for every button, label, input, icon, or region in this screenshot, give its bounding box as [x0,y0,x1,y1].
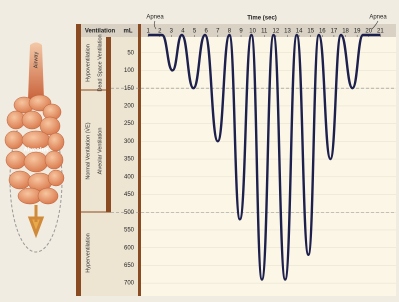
band-label: Hypoventilation [85,44,91,82]
chart-title: Time (sec) [247,16,277,22]
y-axis-label: mL [124,29,133,35]
band-label: Alveolar Ventilation [97,128,103,175]
y-tick-label: 200 [124,103,135,109]
x-tick-label: 20 [365,29,372,35]
y-tick-label: 500 [124,210,135,216]
band-label: Dead Space Ventilation [97,34,103,91]
y-tick-label: 700 [124,281,135,287]
annotation: Apnea [146,15,164,21]
x-tick-label: 13 [284,29,291,35]
y-tick-label: 300 [124,139,135,145]
band-label: Normal Ventilation (V̇E) [85,122,92,179]
bar-edge [138,24,141,296]
alveolus-illustration: Airway Alveolus [5,43,64,253]
x-tick-label: 16 [319,29,326,35]
x-tick-label: 11 [261,29,268,35]
annotation: Apnea [369,15,387,21]
y-tick-label: 450 [124,192,135,198]
y-tick-label: 350 [124,157,135,163]
x-tick-label: 12 [273,29,280,35]
band-label: Hyperventilation [85,233,91,272]
y-tick-label: 400 [124,174,135,180]
x-tick-label: 18 [342,29,349,35]
y-tick-label: 650 [124,263,135,269]
x-tick-label: 10 [249,29,256,35]
y-tick-label: 50 [127,50,134,56]
y-tick-label: 100 [124,68,135,74]
alveolus-label: Alveolus [23,148,49,154]
bar-edge [106,37,111,212]
x-tick-label: 14 [296,29,303,35]
header-label: Ventilation [85,29,116,35]
y-tick-label: 550 [124,228,135,234]
x-tick-label: 21 [377,29,384,35]
airway-label: Airway [33,52,39,69]
x-tick-label: 17 [331,29,338,35]
bar-edge [76,24,81,296]
y-tick-label: 600 [124,245,135,251]
figure: Airway Alveolus Ventilation mL Hypoventi… [0,0,399,302]
y-tick-label: 150 [124,86,135,92]
x-tick-label: 15 [307,29,314,35]
y-tick-label: 250 [124,121,135,127]
x-tick-label: 19 [354,29,361,35]
